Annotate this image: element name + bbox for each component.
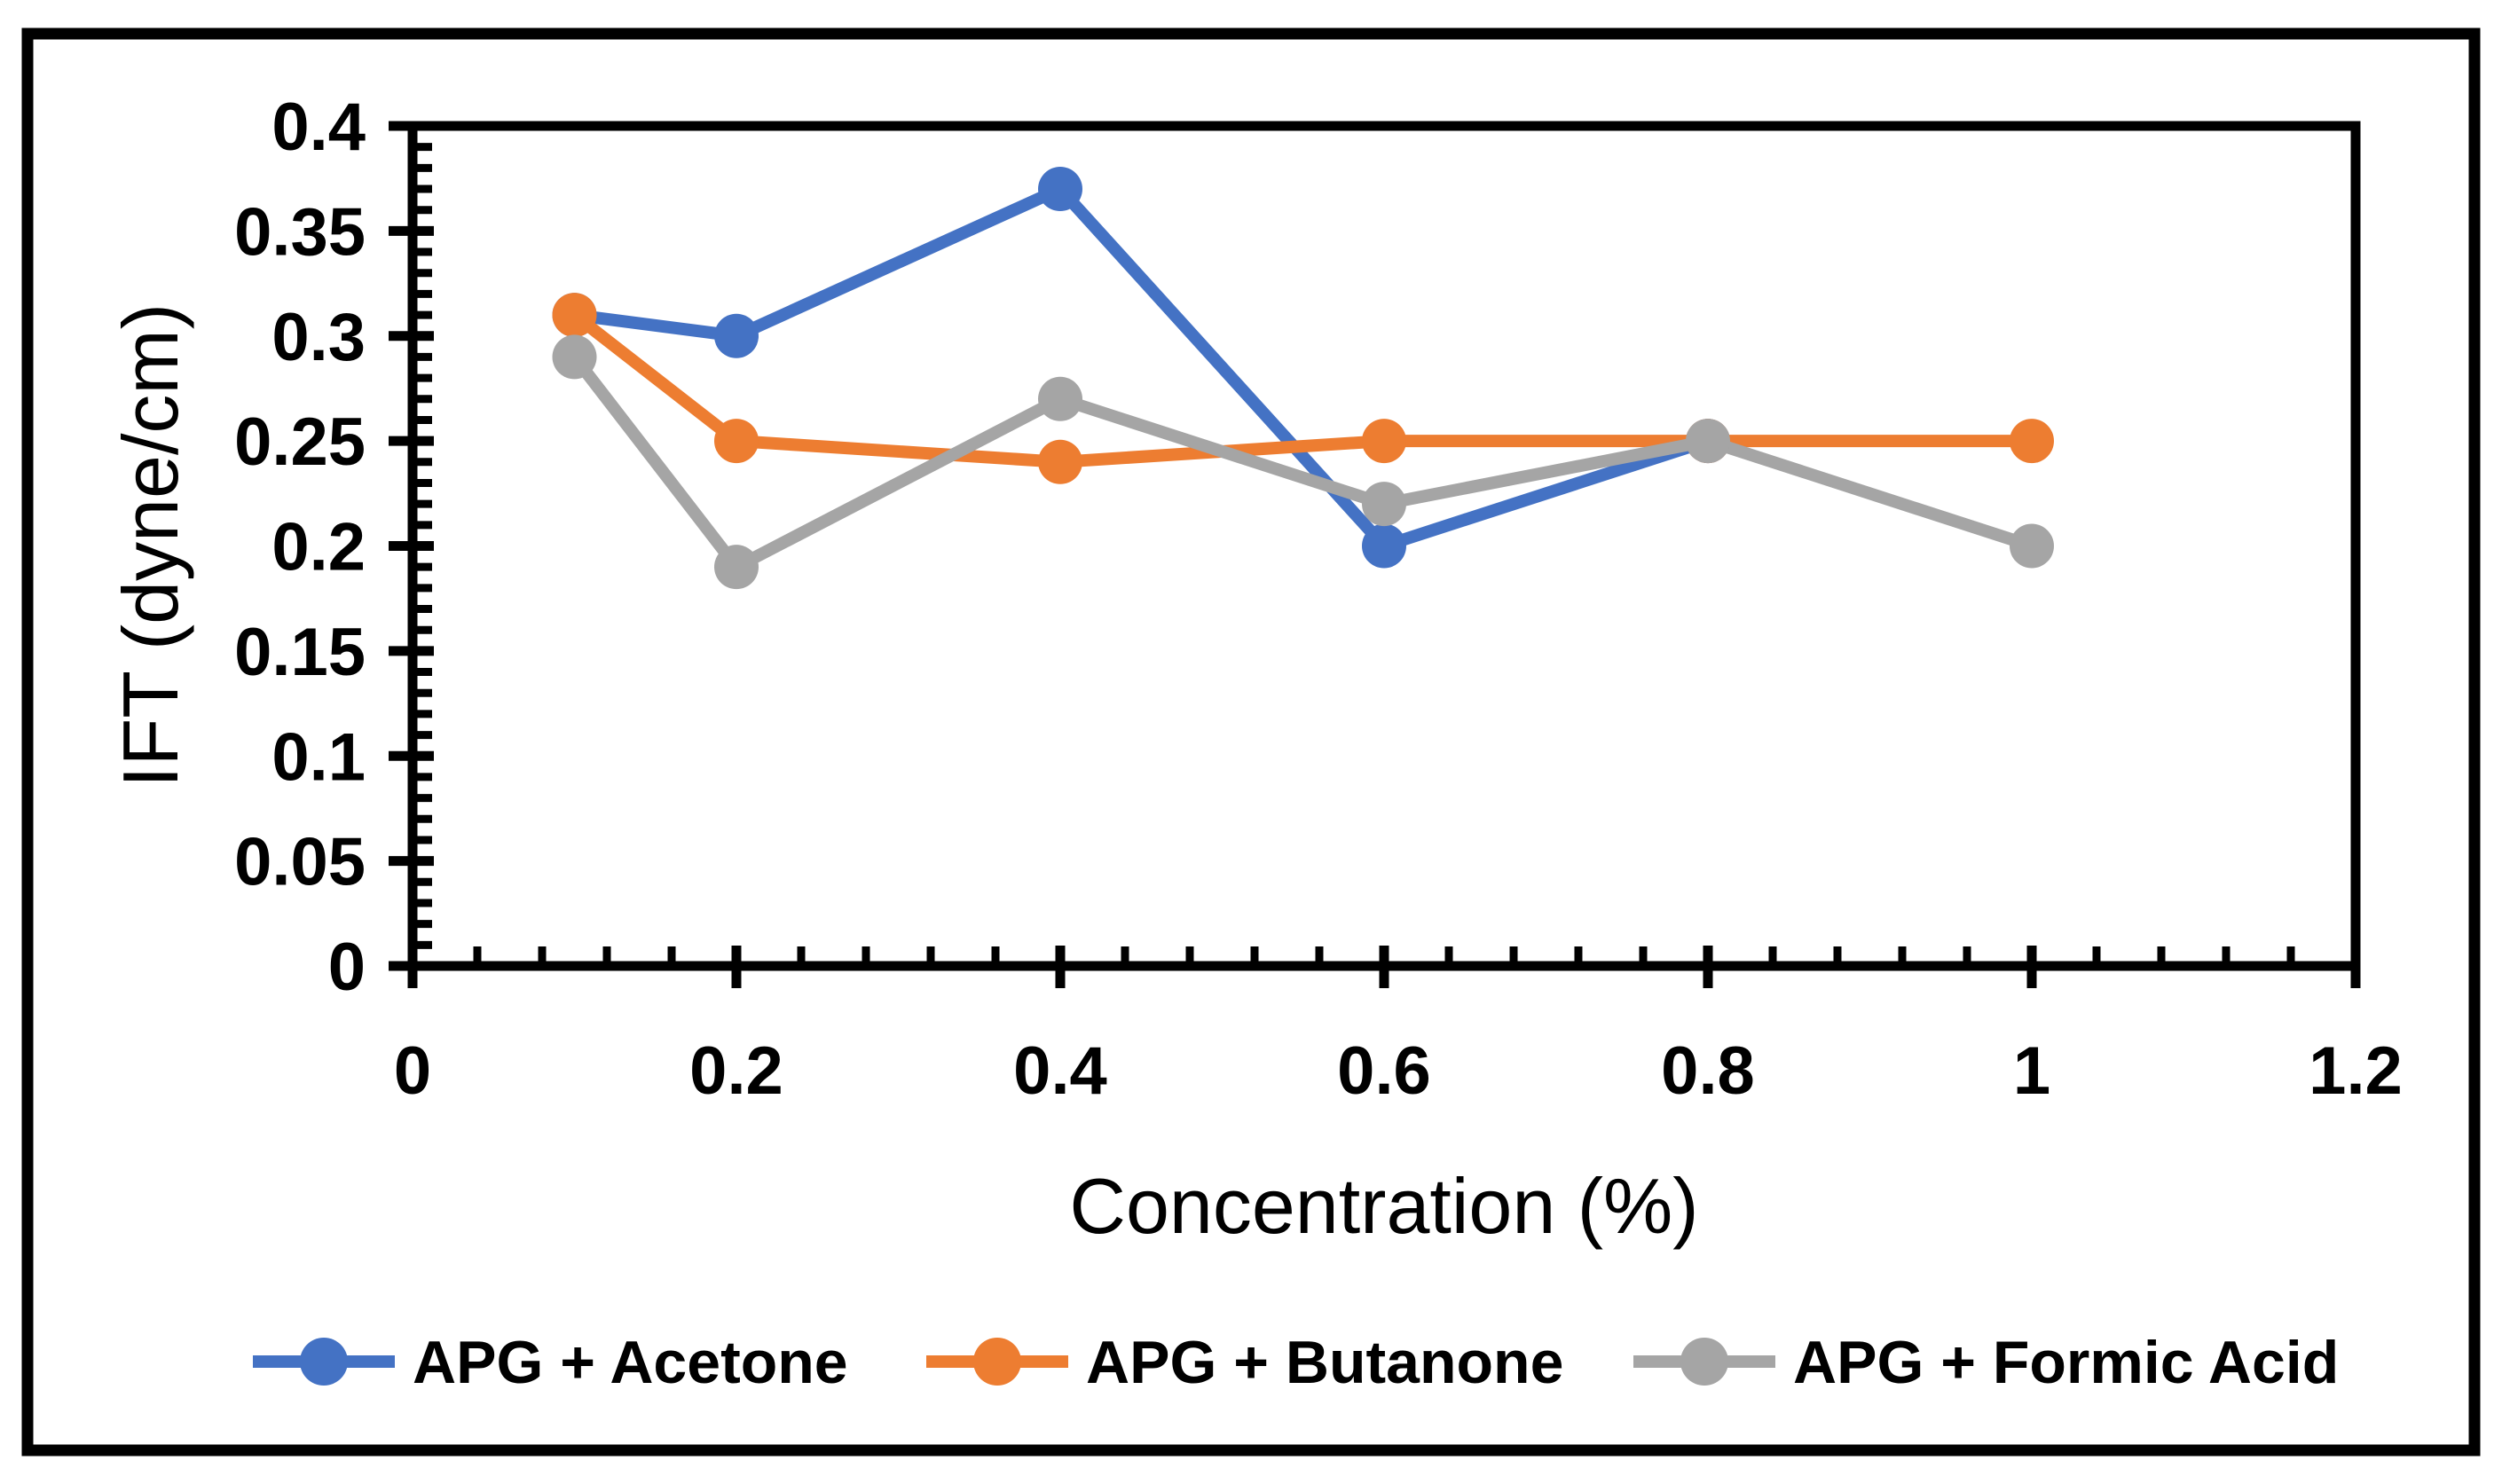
data-point-marker <box>1038 167 1082 212</box>
series-apg-acetone <box>552 167 1730 569</box>
legend-item-apg-butanone: APG + Butanone <box>926 1329 1563 1396</box>
series-line <box>568 183 1714 553</box>
x-tick-label: 1 <box>2013 1033 2050 1109</box>
y-axis-ticks: 0 0.05 0.1 0.15 0.2 0.25 0.3 0.35 0.4 <box>234 90 434 1005</box>
data-point-marker <box>552 334 597 380</box>
data-point-marker <box>1686 419 1730 464</box>
y-tick-label: 0 <box>328 930 366 1005</box>
y-tick-label: 0.4 <box>271 90 366 165</box>
y-tick-label: 0.05 <box>234 825 366 900</box>
legend-swatch-marker <box>300 1338 348 1386</box>
y-axis-title: IFT (dyne/cm) <box>106 303 194 788</box>
y-tick-label: 0.2 <box>271 510 366 585</box>
y-tick-label: 0.1 <box>271 719 366 795</box>
x-axis-title: Concentration (%) <box>1069 1162 1698 1250</box>
x-tick-label: 0.4 <box>1013 1033 1107 1109</box>
data-point-marker <box>714 419 759 464</box>
legend-item-apg-acetone: APG + Acetone <box>253 1329 848 1396</box>
legend-swatch-marker <box>1680 1338 1728 1386</box>
data-point-marker <box>1362 419 1406 464</box>
data-point-marker <box>1038 439 1082 484</box>
data-point-marker <box>1362 482 1406 527</box>
y-tick-label: 0.3 <box>271 300 366 375</box>
legend-item-apg-formic-acid: APG + Formic Acid <box>1633 1329 2339 1396</box>
legend-label: APG + Butanone <box>1086 1329 1563 1396</box>
series-lines <box>552 167 2054 590</box>
data-point-marker <box>1038 376 1082 421</box>
legend-label: APG + Formic Acid <box>1793 1329 2339 1396</box>
x-tick-label: 1.2 <box>2309 1033 2403 1109</box>
y-tick-label: 0.35 <box>234 194 366 270</box>
x-tick-label: 0.2 <box>689 1033 783 1109</box>
series-line <box>568 309 2038 468</box>
data-point-marker <box>1362 523 1406 569</box>
y-tick-label: 0.15 <box>234 615 366 690</box>
x-tick-label: 0.6 <box>1337 1033 1431 1109</box>
legend-swatch-marker <box>973 1338 1021 1386</box>
x-axis-ticks: 0 0.2 0.4 0.6 0.8 1 1.2 <box>394 946 2403 1109</box>
data-point-marker <box>2010 419 2054 464</box>
x-tick-label: 0 <box>394 1033 431 1109</box>
legend: APG + Acetone APG + Butanone APG + Formic … <box>253 1329 2339 1396</box>
chart-outer-border <box>21 27 2481 1457</box>
data-point-marker <box>714 313 759 358</box>
x-tick-label: 0.8 <box>1661 1033 1755 1109</box>
series-line <box>568 350 2038 574</box>
y-tick-label: 0.25 <box>234 404 366 480</box>
series-apg-formic-acid <box>552 334 2054 590</box>
legend-label: APG + Acetone <box>413 1329 848 1396</box>
data-point-marker <box>2010 523 2054 569</box>
data-point-marker <box>714 545 759 590</box>
data-point-marker <box>552 293 597 338</box>
